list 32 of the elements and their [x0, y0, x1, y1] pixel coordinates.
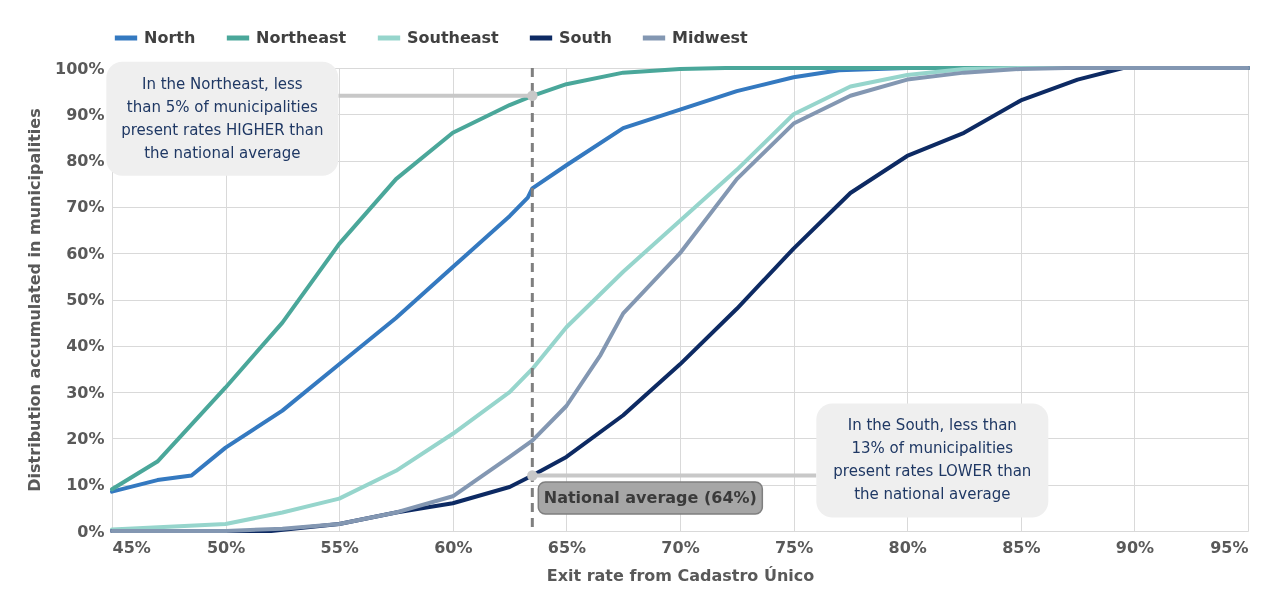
legend-label: Southeast: [407, 28, 500, 47]
x-tick-label: 70%: [661, 537, 700, 557]
legend-label: North: [144, 28, 196, 47]
x-tick-label: 55%: [320, 537, 359, 557]
x-tick-label: 80%: [888, 537, 927, 557]
x-axis-title: Exit rate from Cadastro Único: [546, 565, 815, 585]
y-tick-label: 90%: [66, 104, 105, 124]
x-tick-label: 90%: [1115, 537, 1155, 557]
y-tick-label: 20%: [66, 428, 105, 448]
y-tick-label: 70%: [66, 197, 105, 217]
y-tick-label: 60%: [66, 243, 105, 263]
x-tick-label: 45%: [112, 537, 151, 557]
y-tick-label: 50%: [66, 290, 105, 309]
annotation: In the South, less than 13% of municipalities present rates LOWER than the national average: [833, 416, 1032, 504]
x-tick-label: 65%: [547, 537, 587, 557]
x-tick-label: 75%: [774, 537, 814, 557]
y-tick-label: 100%: [55, 58, 105, 78]
y-tick-label: 30%: [66, 382, 105, 402]
legend-label: Northeast: [256, 28, 347, 47]
y-axis-title: Distribution accumulated in municipalities: [25, 108, 45, 492]
annotation: In the Northeast, less than 5% of municipalities present rates HIGHER than the national average: [121, 74, 324, 162]
x-tick-label: 95%: [1210, 537, 1249, 557]
y-tick-label: 10%: [66, 475, 105, 495]
x-tick-label: 50%: [206, 537, 246, 557]
y-tick-label: 80%: [66, 151, 105, 171]
legend-label: South: [559, 28, 612, 47]
ref-line-label: National average (64%): [543, 488, 757, 507]
y-tick-label: 0%: [77, 521, 105, 541]
x-tick-label: 85%: [1002, 537, 1041, 557]
x-tick-label: 60%: [434, 537, 473, 557]
legend-label: Midwest: [672, 28, 749, 47]
y-tick-label: 40%: [66, 336, 105, 356]
